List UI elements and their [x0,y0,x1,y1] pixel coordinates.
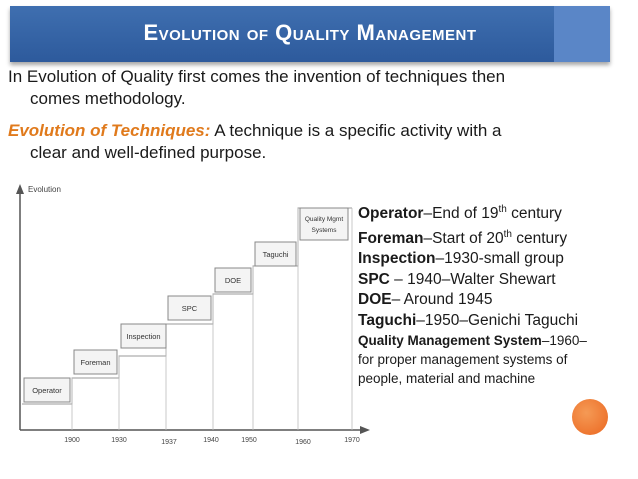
list-item-inspection: Inspection–1930-small group [358,249,633,270]
techniques-line-2: clear and well-defined purpose. [30,143,267,162]
list-item-taguchi: Taguchi–1950–Genichi Taguchi [358,311,633,332]
list-item-doe: DOE– Around 1945 [358,290,633,311]
year-1937: 1937 [161,439,177,446]
x-axis-arrow [360,426,370,434]
list-item-text: – 1940–Walter Shewart [389,270,556,288]
staircase-svg: Evolution Operator Foreman [16,184,370,446]
year-1940: 1940 [203,437,219,444]
title-decoration [554,6,610,62]
step-label-inspection: Inspection [126,332,160,341]
list-item-title: Taguchi [358,311,417,329]
step-label-operator: Operator [32,386,62,395]
intro-paragraph: In Evolution of Quality first comes the … [8,66,618,110]
list-item-title: SPC [358,270,390,288]
techniques-heading: Evolution of Techniques: [8,121,211,140]
step-boxes [23,207,349,403]
list-item-text: –1960– [541,333,587,349]
list-item-text: – Around 1945 [391,291,493,309]
list-item-text: –Start of 20 [423,229,504,247]
milestone-list: Operator–End of 19th century Foreman–Sta… [358,200,633,388]
list-item-title: Operator [358,205,424,223]
list-item-spc: SPC – 1940–Walter Shewart [358,270,633,291]
step-box-doe [214,267,252,293]
year-1970: 1970 [344,437,360,444]
techniques-line-1: A technique is a specific activity with … [210,121,502,140]
decorative-orange-circle [572,399,608,435]
step-box-taguchi [254,241,297,267]
list-item-text: –1950–Genichi Taguchi [416,311,579,329]
intro-line-2: comes methodology. [30,89,186,108]
step-label-spc: SPC [182,304,198,313]
step-label-qms-2: Systems [312,227,338,234]
step-box-qms [299,207,349,241]
list-item-qms-line2: for proper management systems of [358,352,568,368]
title-bar: Evolution of Quality Management [10,6,610,62]
step-label-qms-1: Quality Mgmt [305,216,343,223]
list-item-qms-line3: people, material and machine [358,371,536,387]
year-1950: 1950 [241,437,257,444]
step-box-inspection [120,323,167,349]
step-box-operator [23,377,71,403]
list-item-sup: th [503,228,512,240]
step-box-spc [167,295,212,321]
intro-line-1: In Evolution of Quality first comes the … [8,67,506,86]
list-item-text: –End of 19 [423,205,499,223]
list-item-operator: Operator–End of 19th century [358,200,633,225]
evolution-staircase-figure: Evolution Operator Foreman [6,178,376,448]
techniques-paragraph: Evolution of Techniques: A technique is … [8,120,628,164]
list-item-text: century [511,229,568,247]
year-1930: 1930 [111,437,127,444]
list-item-title: DOE [358,291,392,309]
slide-title: Evolution of Quality Management [143,20,477,45]
list-item-sup: th [498,204,507,215]
list-item-foreman: Foreman–Start of 20th century [358,225,633,250]
step-label-taguchi: Taguchi [263,250,289,259]
list-item-title: Quality Management System [358,333,542,349]
year-1960: 1960 [295,439,311,446]
list-item-text: –1930-small group [435,250,564,268]
list-item-title: Foreman [358,229,424,247]
step-label-foreman: Foreman [80,358,110,367]
y-axis-arrow [16,184,24,194]
step-box-foreman [73,349,118,375]
step-label-doe: DOE [225,276,241,285]
y-axis-label: Evolution [28,185,61,194]
step-guides [71,208,353,430]
list-item-qms: Quality Management System–1960– [358,331,633,350]
list-item-title: Inspection [358,250,436,268]
year-1900: 1900 [64,437,80,444]
list-item-text: century [506,205,562,223]
